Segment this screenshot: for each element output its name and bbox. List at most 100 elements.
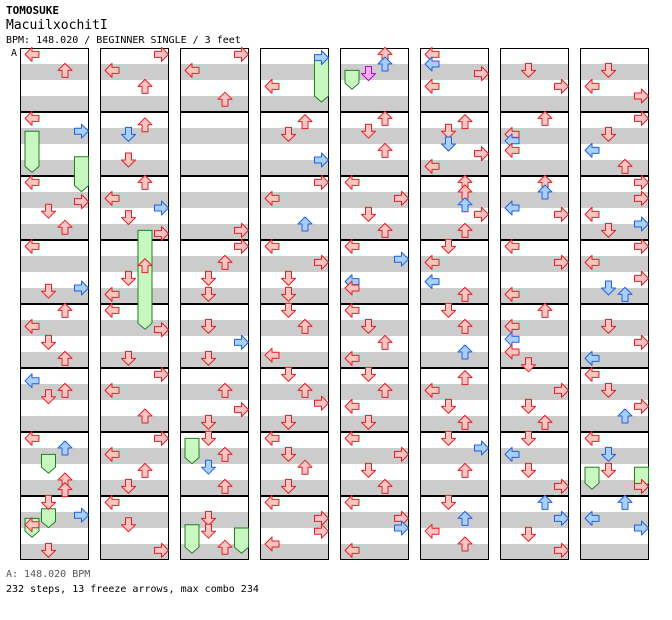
step-arrow-left xyxy=(584,142,600,158)
step-arrow-down xyxy=(441,494,456,510)
step-arrow-left xyxy=(504,286,520,302)
measure-box xyxy=(260,176,329,240)
beat-stripe xyxy=(500,160,569,176)
step-arrow-left xyxy=(24,110,40,126)
step-arrow-right xyxy=(154,366,169,382)
beat-stripe xyxy=(260,544,329,560)
step-arrow-left xyxy=(104,302,120,318)
step-arrow-up xyxy=(617,408,633,424)
step-arrow-up xyxy=(57,382,73,398)
measure-box xyxy=(420,432,489,496)
step-arrow-right xyxy=(634,398,649,414)
step-arrow-up xyxy=(377,142,393,158)
step-arrow-up xyxy=(137,462,153,478)
measure-box xyxy=(580,48,649,112)
measure-box xyxy=(420,176,489,240)
beat-stripe xyxy=(420,480,489,496)
step-arrow-down xyxy=(601,446,616,462)
beat-stripe xyxy=(100,256,169,272)
beat-stripe xyxy=(20,480,89,496)
beat-stripe xyxy=(20,288,89,304)
step-arrow-left xyxy=(264,190,280,206)
beat-stripe xyxy=(420,128,489,144)
step-arrow-down xyxy=(281,446,296,462)
measure-box xyxy=(20,48,89,112)
step-arrow-right xyxy=(394,446,409,462)
step-arrow-left xyxy=(424,56,440,72)
measure-box xyxy=(260,432,329,496)
beat-stripe xyxy=(100,416,169,432)
step-arrow-right xyxy=(634,520,649,536)
step-arrow-down xyxy=(121,152,136,168)
step-arrow-right xyxy=(314,395,329,411)
measure-box xyxy=(420,496,489,560)
step-arrow-up xyxy=(377,222,393,238)
beat-stripe xyxy=(20,384,89,400)
step-arrow-down xyxy=(521,462,536,478)
beat-stripe xyxy=(500,224,569,240)
step-arrow-down xyxy=(121,478,136,494)
step-arrow-up xyxy=(617,158,633,174)
step-arrow-up xyxy=(297,382,313,398)
measure-box xyxy=(260,304,329,368)
step-arrow-right xyxy=(394,251,409,267)
measure-box xyxy=(260,240,329,304)
beat-stripe xyxy=(180,160,249,176)
freeze-arrow xyxy=(184,524,200,554)
beat-stripe xyxy=(420,192,489,208)
step-arrow-left xyxy=(104,190,120,206)
measure-box xyxy=(260,368,329,432)
step-arrow-up xyxy=(537,110,553,126)
beat-stripe xyxy=(180,384,249,400)
step-arrow-down xyxy=(121,210,136,226)
beat-stripe xyxy=(20,416,89,432)
measure-box xyxy=(340,304,409,368)
step-arrow-up xyxy=(297,216,313,232)
step-arrow-up xyxy=(537,184,553,200)
step-arrow-left xyxy=(344,398,360,414)
step-arrow-right xyxy=(474,206,489,222)
measure-box xyxy=(580,176,649,240)
beat-stripe xyxy=(100,96,169,112)
step-arrow-down xyxy=(121,517,136,533)
beat-stripe xyxy=(420,224,489,240)
measure-box xyxy=(500,496,569,560)
step-arrow-up xyxy=(137,258,153,274)
step-arrow-right xyxy=(74,507,89,523)
beat-stripe xyxy=(180,128,249,144)
step-arrow-left xyxy=(504,446,520,462)
measure-box xyxy=(180,432,249,496)
step-arrow-up xyxy=(617,494,633,510)
measure-box xyxy=(420,112,489,176)
step-arrow-up xyxy=(217,539,233,555)
step-arrow-up xyxy=(137,174,153,190)
measure-box xyxy=(340,240,409,304)
step-arrow-right xyxy=(554,206,569,222)
beat-stripe xyxy=(180,96,249,112)
step-arrow-left xyxy=(24,373,40,389)
step-arrow-left xyxy=(24,238,40,254)
artist-name: TOMOSUKE xyxy=(6,4,59,17)
step-arrow-down xyxy=(201,286,216,302)
step-arrow-down xyxy=(441,238,456,254)
step-arrow-right xyxy=(474,440,489,456)
step-arrow-right xyxy=(154,542,169,558)
step-arrow-left xyxy=(104,494,120,510)
measure-box xyxy=(100,240,169,304)
step-arrow-right xyxy=(314,523,329,539)
step-arrow-up xyxy=(57,350,73,366)
step-arrow-right xyxy=(154,430,169,446)
measure-box xyxy=(500,112,569,176)
step-arrow-up xyxy=(217,254,233,270)
step-arrow-up xyxy=(57,62,73,78)
beat-stripe xyxy=(500,480,569,496)
beat-stripe xyxy=(580,288,649,304)
measure-box xyxy=(500,432,569,496)
step-arrow-up xyxy=(457,536,473,552)
measure-box xyxy=(260,496,329,560)
step-arrow-down xyxy=(281,286,296,302)
step-arrow-left xyxy=(344,238,360,254)
measure-box xyxy=(100,304,169,368)
measure-box xyxy=(180,112,249,176)
step-arrow-left xyxy=(24,430,40,446)
